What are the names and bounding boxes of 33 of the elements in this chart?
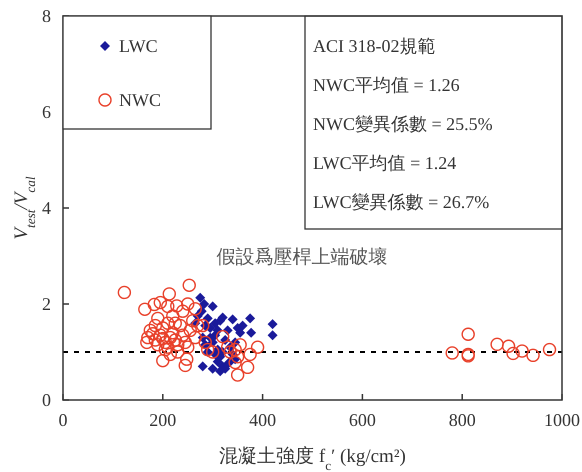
x-tick-label: 400 <box>249 410 276 430</box>
point <box>235 328 246 338</box>
annotation: 假設爲壓桿上端破壞 <box>216 247 388 268</box>
x-tick-label: 200 <box>149 410 176 430</box>
point <box>238 320 248 331</box>
legend-label: NWC <box>119 90 161 110</box>
point <box>228 314 238 324</box>
point <box>245 313 256 324</box>
annotation: NWC變異係數 = 25.5% <box>313 114 493 134</box>
x-tick-label: 600 <box>348 410 376 430</box>
annotation: LWC平均值 = 1.24 <box>313 153 456 173</box>
x-tick-label: 0 <box>58 410 68 430</box>
point <box>268 319 278 330</box>
x-tick-label: 1000 <box>544 410 580 430</box>
y-tick-label: 8 <box>42 6 51 26</box>
x-axis-title: 混凝土強度 f$_{c}$′ (kg/cm²) <box>219 445 406 472</box>
x-tick-label: 800 <box>448 410 476 430</box>
point <box>268 330 278 340</box>
y-tick-label: 2 <box>42 294 51 314</box>
legend-label: LWC <box>119 36 158 56</box>
point <box>208 301 218 312</box>
point <box>246 328 256 338</box>
annotation: NWC平均值 = 1.26 <box>313 75 460 95</box>
point <box>198 361 208 372</box>
annotation: LWC變異係數 = 26.7% <box>313 192 490 212</box>
annotation: ACI 318-02規範 <box>313 36 436 56</box>
y-tick-label: 4 <box>42 198 51 218</box>
point <box>199 299 210 309</box>
point <box>208 364 218 374</box>
y-tick-label: 0 <box>42 390 51 410</box>
point <box>195 292 206 303</box>
y-tick-label: 6 <box>42 102 51 122</box>
point <box>215 366 226 376</box>
